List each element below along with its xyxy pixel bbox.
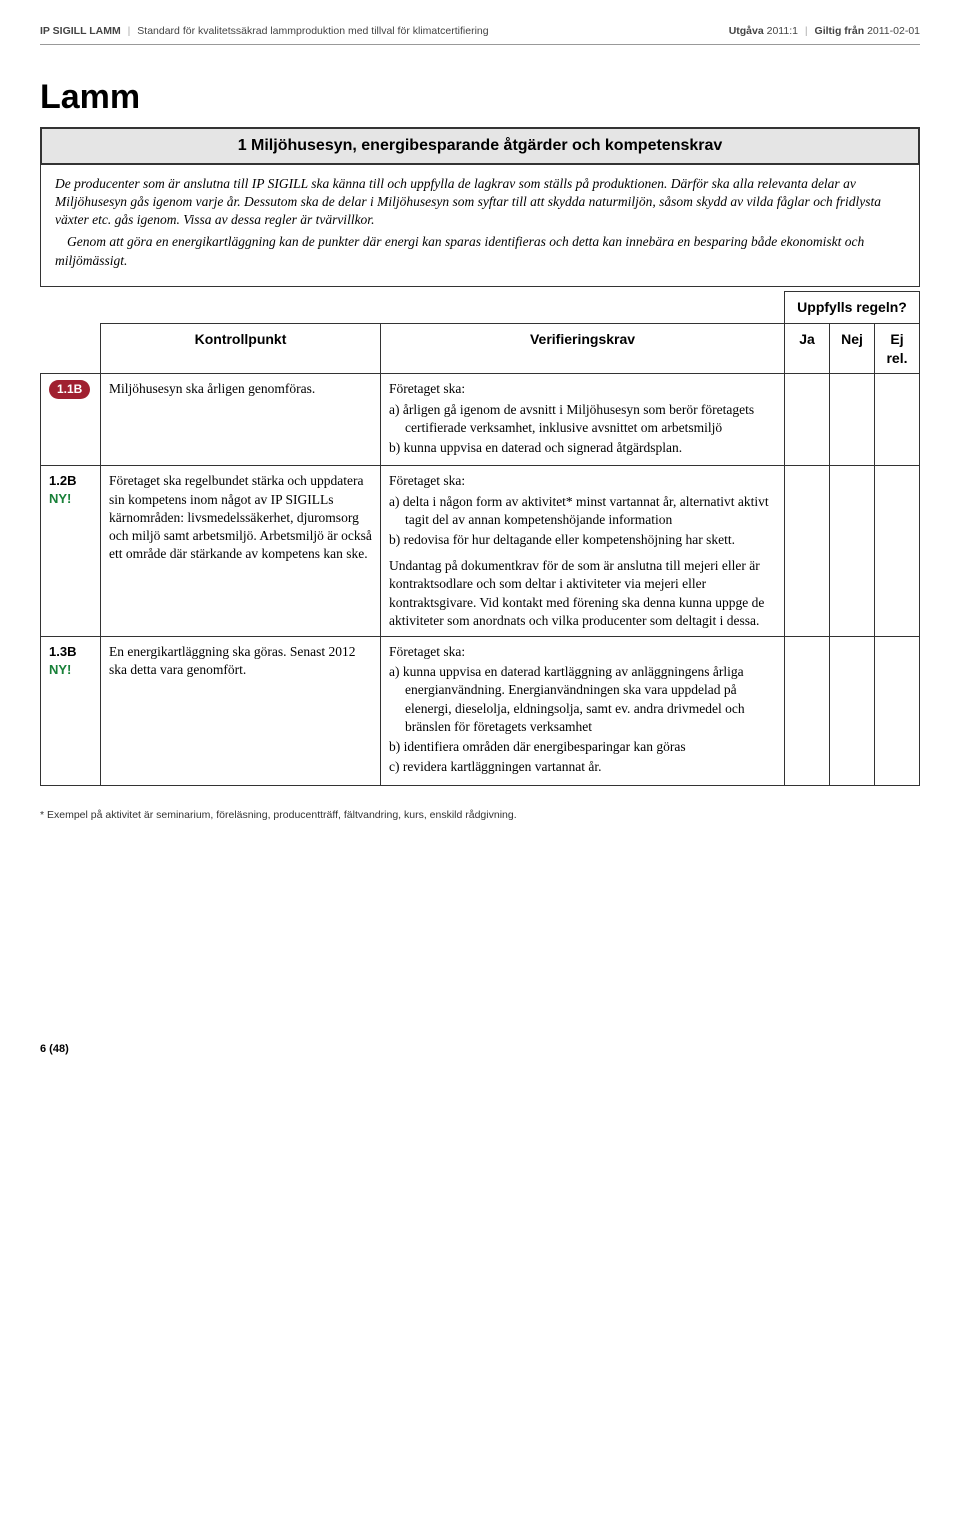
header-kontrollpunkt: Kontrollpunkt: [101, 323, 381, 374]
vk-item: a) delta i någon form av aktivitet* mins…: [389, 493, 776, 529]
table-row: 1.2B NY! Företaget ska regelbundet stärk…: [41, 466, 920, 637]
intro-p2: Genom att göra en energikartläggning kan…: [55, 233, 905, 269]
vk-item: b) kunna uppvisa en daterad och signerad…: [389, 439, 776, 457]
vk-item: b) redovisa för hur deltagande eller kom…: [389, 531, 776, 549]
cell-verifieringskrav: Företaget ska: a) kunna uppvisa en dater…: [381, 637, 785, 786]
header-utgava-label: Utgåva: [729, 25, 764, 37]
header-uppfylls: Uppfylls regeln?: [785, 291, 920, 323]
page-title: Lamm: [40, 75, 920, 121]
page-number: 6 (48): [40, 1042, 920, 1057]
header-left-bold: IP SIGILL LAMM: [40, 25, 121, 37]
id-text: 1.2B: [49, 472, 92, 490]
table-row: 1.3B NY! En energikartläggning ska göras…: [41, 637, 920, 786]
header-giltig-label: Giltig från: [815, 25, 865, 37]
cell-kontrollpunkt: En energikartläggning ska göras. Senast …: [101, 637, 381, 786]
cell-verifieringskrav: Företaget ska: a) delta i någon form av …: [381, 466, 785, 637]
header-ja: Ja: [785, 323, 830, 374]
section-banner: 1 Miljöhusesyn, energibesparande åtgärde…: [40, 127, 920, 165]
header-sep-icon: |: [128, 25, 131, 37]
cell-ja[interactable]: [785, 466, 830, 637]
id-pill: 1.1B: [49, 380, 90, 398]
cell-ejrel[interactable]: [875, 374, 920, 466]
blank-cell: [41, 323, 101, 374]
vk-lead: Företaget ska:: [389, 643, 776, 661]
cell-ejrel[interactable]: [875, 637, 920, 786]
footnote: * Exempel på aktivitet är seminarium, fö…: [40, 808, 920, 822]
row-id: 1.1B: [41, 374, 101, 466]
requirements-table: Uppfylls regeln? Kontrollpunkt Verifieri…: [40, 291, 920, 786]
blank-cell: [381, 291, 785, 323]
document-header: IP SIGILL LAMM | Standard för kvalitetss…: [40, 24, 920, 45]
cell-verifieringskrav: Företaget ska: a) årligen gå igenom de a…: [381, 374, 785, 466]
id-new-badge: NY!: [49, 490, 92, 508]
vk-item: c) revidera kartläggningen vartannat år.: [389, 758, 776, 776]
cell-ja[interactable]: [785, 374, 830, 466]
cell-nej[interactable]: [830, 637, 875, 786]
blank-cell: [41, 291, 101, 323]
header-right: Utgåva 2011:1 | Giltig från 2011-02-01: [729, 24, 920, 38]
vk-item: b) identifiera områden där energibespari…: [389, 738, 776, 756]
header-left-text: Standard för kvalitetssäkrad lammprodukt…: [137, 25, 488, 37]
id-text: 1.3B: [49, 643, 92, 661]
blank-cell: [101, 291, 381, 323]
vk-lead: Företaget ska:: [389, 472, 776, 490]
vk-lead: Företaget ska:: [389, 380, 776, 398]
header-ejrel: Ej rel.: [875, 323, 920, 374]
cell-nej[interactable]: [830, 374, 875, 466]
cell-kontrollpunkt: Miljöhusesyn ska årligen genomföras.: [101, 374, 381, 466]
intro-p1: De producenter som är anslutna till IP S…: [55, 175, 905, 230]
header-nej: Nej: [830, 323, 875, 374]
header-sep-icon: |: [805, 25, 808, 37]
table-row: 1.1B Miljöhusesyn ska årligen genomföras…: [41, 374, 920, 466]
header-giltig-value: 2011-02-01: [867, 25, 920, 37]
cell-kontrollpunkt: Företaget ska regelbundet stärka och upp…: [101, 466, 381, 637]
cell-ejrel[interactable]: [875, 466, 920, 637]
row-id: 1.2B NY!: [41, 466, 101, 637]
id-new-badge: NY!: [49, 661, 92, 679]
vk-item: a) årligen gå igenom de avsnitt i Miljöh…: [389, 401, 776, 437]
cell-nej[interactable]: [830, 466, 875, 637]
cell-ja[interactable]: [785, 637, 830, 786]
row-id: 1.3B NY!: [41, 637, 101, 786]
vk-paragraph: Undantag på dokumentkrav för de som är a…: [389, 557, 776, 630]
header-verifieringskrav: Verifieringskrav: [381, 323, 785, 374]
header-utgava-value: 2011:1: [767, 25, 798, 37]
vk-item: a) kunna uppvisa en daterad kartläggning…: [389, 663, 776, 736]
header-left: IP SIGILL LAMM | Standard för kvalitetss…: [40, 24, 489, 38]
intro-box: De producenter som är anslutna till IP S…: [40, 165, 920, 287]
